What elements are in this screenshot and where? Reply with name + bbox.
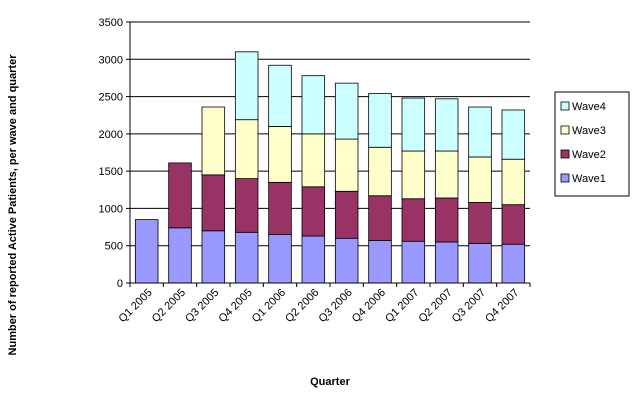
bar-wave1-q1-2007 (401, 240, 426, 284)
bar-wave3-q2-2007 (434, 150, 459, 199)
bar-wave1-q3-2005 (201, 230, 226, 284)
bar-wave2-q1-2007 (401, 198, 426, 242)
y-axis-title: Number of reported Active Patients, per … (7, 54, 19, 356)
legend-label-wave2: Wave2 (572, 149, 606, 161)
x-tick-label: Q2 2007 (416, 287, 454, 325)
bars (134, 51, 526, 284)
bar-wave1-q4-2007 (501, 243, 526, 284)
x-tick-label: Q4 2005 (216, 287, 254, 325)
bar-wave4-q4-2006 (368, 93, 392, 148)
bar-wave3-q2-2006 (301, 133, 326, 188)
x-tick-label: Q3 2005 (183, 287, 221, 325)
bar-wave3-q3-2005 (201, 106, 226, 176)
x-tick-label: Q2 2005 (150, 287, 188, 325)
bar-wave4-q2-2007 (434, 98, 459, 152)
x-tick-label: Q1 2007 (383, 287, 421, 325)
bar-wave2-q3-2006 (334, 190, 359, 239)
bar-wave2-q2-2005 (168, 162, 192, 229)
bar-wave1-q1-2005 (134, 219, 159, 284)
gridlines (130, 21, 530, 247)
bar-wave2-q4-2006 (368, 195, 392, 241)
bar-wave3-q3-2006 (334, 138, 359, 192)
bar-wave1-q4-2006 (368, 240, 392, 284)
bar-wave4-q4-2005 (234, 51, 259, 121)
x-axis-title: Quarter (310, 376, 350, 388)
legend-swatch-wave1 (560, 173, 570, 183)
legend-swatch-wave4 (560, 101, 570, 111)
bar-wave1-q2-2006 (301, 235, 326, 284)
legend-swatch-wave3 (560, 125, 570, 135)
x-tick-label: Q4 2006 (350, 287, 388, 325)
bar-wave2-q2-2007 (434, 197, 459, 243)
x-tick-label: Q3 2006 (316, 287, 354, 325)
bar-wave3-q1-2007 (401, 150, 426, 200)
y-tick-label: 1000 (99, 203, 123, 215)
bar-wave1-q2-2007 (434, 241, 459, 284)
bar-wave2-q4-2005 (234, 178, 259, 233)
bar-wave4-q3-2007 (468, 106, 492, 158)
bar-wave1-q3-2007 (468, 243, 492, 284)
bar-wave2-q3-2005 (201, 174, 226, 232)
legend-swatch-wave2 (560, 149, 570, 159)
y-tick-label: 2000 (99, 129, 123, 141)
x-tick-label: Q2 2006 (283, 287, 321, 325)
x-tick-label: Q3 2007 (450, 287, 488, 325)
bar-wave2-q1-2006 (268, 181, 292, 235)
bar-wave1-q2-2005 (168, 227, 192, 284)
y-tick-label: 3000 (99, 54, 123, 66)
x-tick-label: Q1 2006 (250, 287, 288, 325)
legend-label-wave1: Wave1 (572, 173, 606, 185)
legend-label-wave3: Wave3 (572, 125, 606, 137)
y-tick-label: 1500 (99, 166, 123, 178)
y-tick-label: 2500 (99, 92, 123, 104)
legend: Wave4 Wave3 Wave2 Wave1 (554, 91, 630, 197)
bar-wave4-q1-2007 (401, 97, 426, 152)
x-tick-label: Q4 2007 (483, 287, 521, 325)
bar-wave1-q1-2006 (268, 234, 292, 284)
bar-wave1-q3-2006 (334, 237, 359, 284)
bar-wave4-q3-2006 (334, 82, 359, 140)
y-tick-label: 0 (117, 278, 123, 290)
bar-wave1-q4-2005 (234, 231, 259, 284)
bar-wave3-q3-2007 (468, 156, 492, 203)
bar-wave4-q4-2007 (501, 109, 526, 160)
bar-wave3-q1-2006 (268, 126, 292, 183)
bar-wave4-q2-2006 (301, 75, 326, 135)
bar-wave3-q4-2007 (501, 158, 526, 206)
bar-wave3-q4-2005 (234, 119, 259, 179)
bar-wave2-q3-2007 (468, 202, 492, 244)
legend-label-wave4: Wave4 (572, 101, 606, 113)
bar-wave2-q4-2007 (501, 204, 526, 245)
y-tick-label: 500 (105, 241, 123, 253)
y-tick-label: 3500 (99, 17, 123, 29)
y-tick-labels: 0 500 1000 1500 2000 2500 3000 3500 (99, 17, 130, 290)
bar-wave3-q4-2006 (368, 146, 392, 197)
bar-wave2-q2-2006 (301, 186, 326, 237)
x-tick-label: Q1 2005 (116, 287, 154, 325)
bar-wave4-q1-2006 (268, 64, 292, 127)
